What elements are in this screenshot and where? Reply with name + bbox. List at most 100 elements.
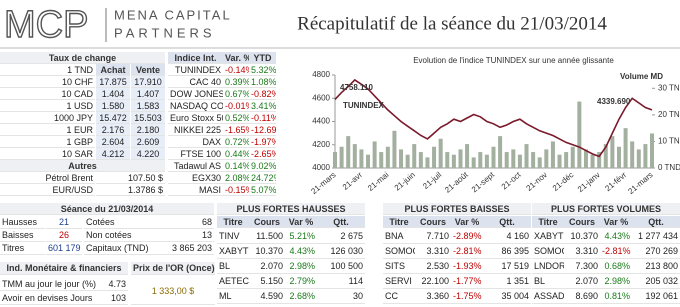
volume-bar [577,101,582,168]
label: Baisses [0,229,45,242]
rate: 2.604 [96,136,130,148]
value: 5.150 [249,274,285,289]
change: -1.65% [223,124,249,136]
rate: 17.910 [131,76,165,88]
volume-bar [504,152,509,168]
rate: 2.176 [96,124,130,136]
value: 30 [317,289,365,304]
section-title: PLUS FORTES VOLUMES [532,203,680,215]
volume-bar [425,157,430,168]
volume-bar [616,146,621,168]
change: -0.11% [249,112,276,124]
column-header: Vente [131,64,165,76]
change: -0.01% [223,100,249,112]
y-tick-label: 4600 [312,93,330,102]
value: 270 269 [632,244,680,259]
value: 17 519 [483,259,531,274]
change: 9.02% [249,161,276,172]
volume-bar [359,149,364,168]
change: 0.72% [223,137,249,148]
volume-bar [458,149,463,168]
column-header: Var % [285,216,317,228]
value: 8.690 [564,289,600,304]
change: 3.41% [249,101,276,112]
ticker: XABYT [217,244,249,259]
label: TMM au jour le jour (%) [0,279,96,291]
volume-bar [491,146,496,168]
ticker: BNA [383,229,415,244]
label: Avoir en devises Jours [0,291,96,305]
y-tick-label: 4800 [312,70,330,79]
volume-bar [590,154,595,168]
volume-bar [333,152,337,168]
value: 114 [317,274,365,289]
rate: 15.503 [131,112,165,124]
x-tick-label: 21-nov [524,170,549,193]
index-name: TUNINDEX [168,64,223,76]
value: -2.81% [600,244,632,259]
x-tick-label: 21-oct [500,170,523,192]
index-name: CAC 40 [168,76,223,88]
currency: 10 CHF [0,76,95,88]
volume-bar [432,146,437,168]
value: 601 179 [46,243,82,255]
change: 5.07% [249,185,276,196]
value: 3 865 203 [150,242,214,255]
section-title: PLUS FORTES HAUSSES [217,203,365,215]
volume-bar [531,152,536,168]
rate: 15.472 [96,112,130,124]
index-line [334,78,653,158]
volume-bar [564,152,569,168]
volume-bar [412,144,417,168]
value: 103 [96,291,128,305]
value: 2.530 [415,259,451,274]
x-tick-label: 21-févr [603,170,628,193]
change: 1.08% [249,77,276,88]
section-title: Prix de l'OR (Once) [131,262,215,275]
volume-bar [392,130,397,168]
y-tick-label: 4000 [312,163,330,172]
value: 2.68% [285,289,317,304]
value: 3.360 [415,289,451,304]
volume-bar [597,152,602,168]
change: 0.67% [223,89,249,100]
x-tick-label: 21-juil [421,170,443,191]
value: 100 500 [317,259,365,274]
currency: 1 GBP [0,136,95,148]
rate: 17.875 [96,76,130,88]
ticker: SOMOC [383,244,415,259]
x-tick-label: 21-déc [551,170,576,193]
ticker: SERVI [383,274,415,289]
change: -12.69% [249,124,276,136]
column-header: Cours [249,216,285,228]
volume-bar [610,136,615,168]
value: 126 030 [317,244,365,259]
index-name: FTSE 100 [168,148,223,160]
rate: 2.180 [131,124,165,136]
value: -1.77% [451,274,483,289]
value: -1.75% [451,289,483,304]
label: Pétrol Brent [0,172,95,184]
value: 10.370 [249,244,285,259]
section-title: Autres [0,160,165,172]
change: 0.14% [223,161,249,172]
index-name: MASI [168,184,223,196]
series-label: Volume MD [620,72,663,81]
volume-bar [478,152,483,168]
x-tick-label: 21-janv [576,170,602,194]
volume-bar [498,136,503,168]
annotation: 4758.110 [340,83,373,92]
change: 0.52% [223,113,249,124]
y2-tick-label: 20 TND [658,110,680,119]
value: 0.81% [600,289,632,304]
column-header: Titre [383,216,415,228]
currency: 10 SAR [0,148,95,160]
index-name: EGX30 [168,172,223,184]
x-tick-label: 21-avr [341,170,364,192]
column-header: Var % [600,216,632,228]
volume-bar [484,154,489,168]
volume-bar [405,154,410,168]
price: 107.50 $ [96,172,165,184]
ticker: LNDOR [532,259,564,274]
